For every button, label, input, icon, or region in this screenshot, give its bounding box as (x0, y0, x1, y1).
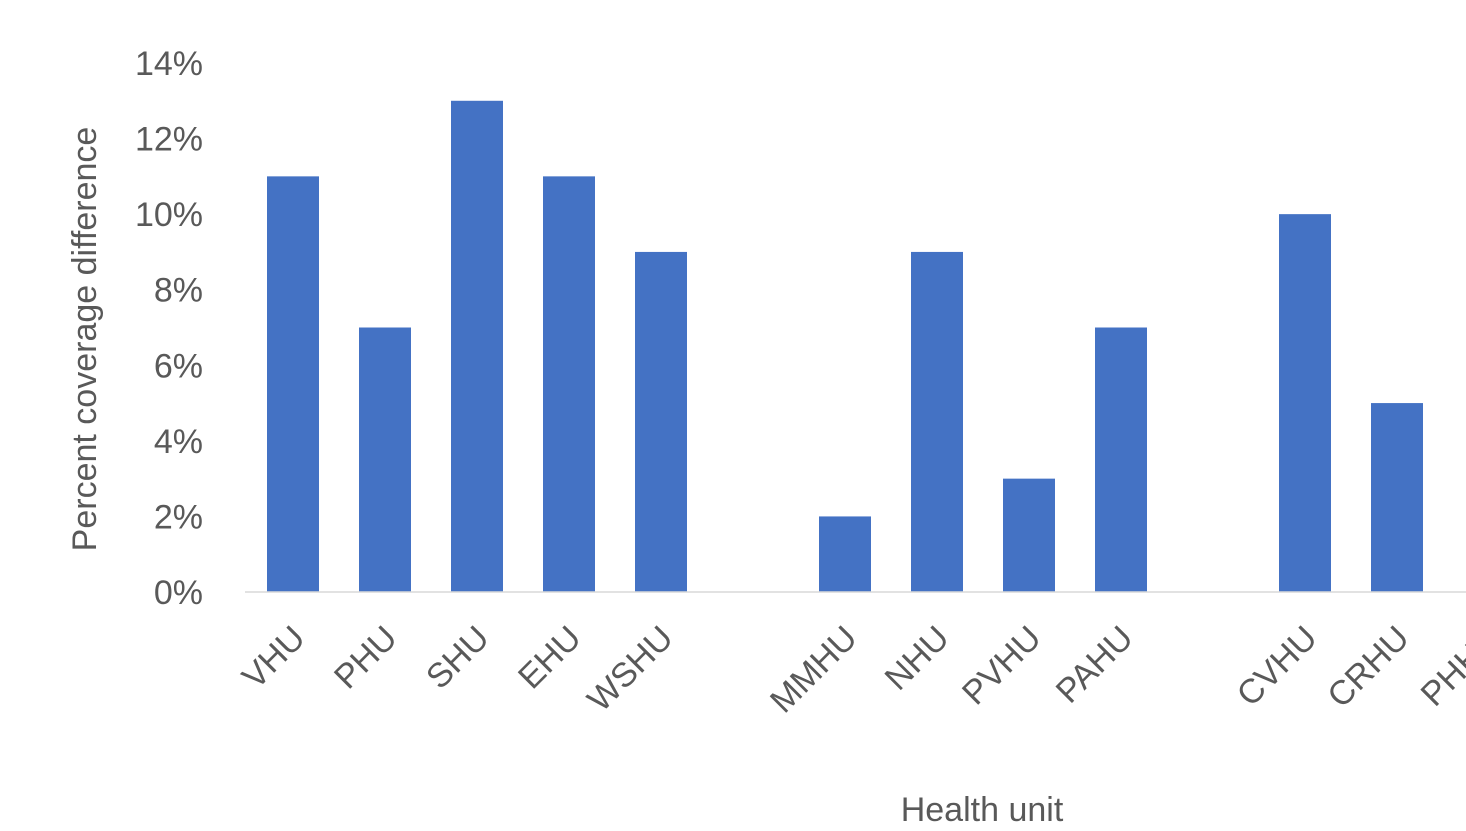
x-tick-label: CVHU (1230, 619, 1325, 714)
bar (1003, 478, 1055, 592)
x-tick-label: NHU (878, 619, 957, 698)
y-tick-label: 6% (154, 347, 203, 385)
x-tick-label: PHHU (1414, 619, 1466, 714)
x-tick-label: PHU (327, 619, 405, 697)
y-tick-label: 12% (135, 121, 203, 159)
x-tick-label: EHU (511, 619, 589, 697)
bar (1095, 327, 1147, 592)
y-tick-label: 10% (135, 196, 203, 234)
x-tick-label: PVHU (955, 619, 1049, 713)
y-tick-label: 0% (154, 574, 203, 612)
y-tick-label: 2% (154, 498, 203, 536)
x-tick-label: CRHU (1320, 619, 1416, 715)
bar (635, 251, 687, 592)
bar (359, 327, 411, 592)
x-tick-label: MMHU (763, 619, 865, 721)
bar (267, 176, 319, 592)
bar (1279, 214, 1331, 592)
bar (451, 100, 503, 593)
y-tick-label: 8% (154, 272, 203, 310)
y-tick-label: 14% (135, 45, 203, 83)
bar (911, 251, 963, 592)
bar (819, 516, 871, 592)
y-axis-tick-labels: 0% 2% 4% 6% 8% 10% 12% 14% (135, 45, 203, 612)
x-axis-title: Health unit (901, 791, 1064, 829)
x-tick-label: SHU (419, 619, 497, 697)
bar (543, 176, 595, 592)
bars (267, 100, 1423, 593)
y-axis-title: Percent coverage difference (66, 127, 104, 552)
x-tick-label: PAHU (1049, 619, 1141, 711)
y-tick-label: 4% (154, 423, 203, 461)
x-tick-label: VHU (235, 619, 313, 697)
bar (1371, 403, 1423, 592)
x-tick-label: WSHU (580, 619, 680, 719)
